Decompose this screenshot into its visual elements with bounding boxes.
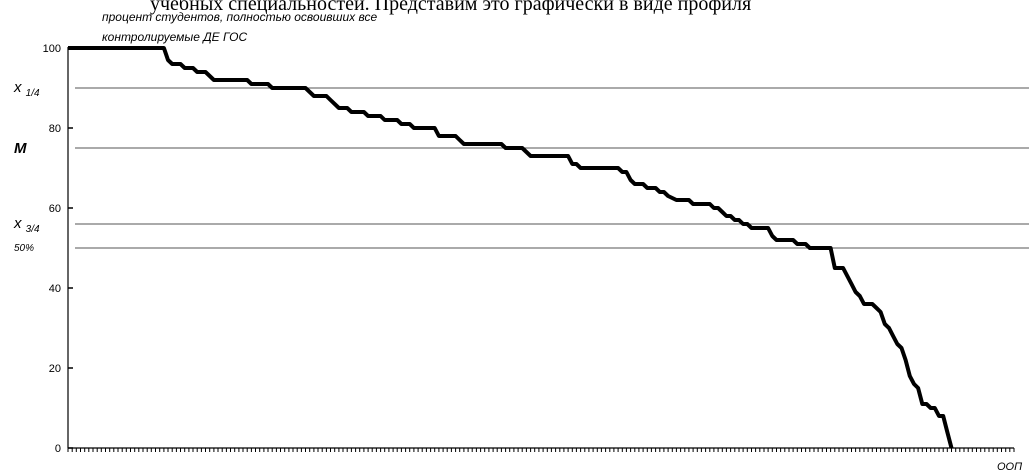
y-tick-label: 20 <box>49 363 61 375</box>
reference-label-3-4: x 3/4 <box>13 215 40 235</box>
y-tick-label: 100 <box>43 43 61 55</box>
reference-label-m: M <box>14 140 27 157</box>
y-axis: 0 20 40 60 80 100 <box>43 43 73 455</box>
reference-label-1-4: x 1/4 <box>13 79 40 99</box>
y-tick-label: 0 <box>55 443 61 455</box>
series <box>68 46 954 449</box>
y-axis-label-line-1: процент студентов, полностью освоивших в… <box>102 10 378 24</box>
reference-labels: x 1/4 Mx 3/4 50% <box>13 79 40 254</box>
y-tick-label: 60 <box>49 203 61 215</box>
y-axis-label-line-2: контролируемые ДЕ ГОС <box>102 30 247 44</box>
series-line <box>68 46 954 449</box>
reference-lines <box>75 87 1029 249</box>
x-axis <box>67 447 1015 452</box>
x-axis-label: ООП <box>997 461 1022 473</box>
x-ticks <box>67 448 1015 452</box>
y-tick-label: 80 <box>49 123 61 135</box>
clipped-header-text: учебных специальностей. Представим это г… <box>150 0 751 15</box>
y-tick-label: 40 <box>49 283 61 295</box>
reference-label-50: 50% <box>14 243 34 254</box>
